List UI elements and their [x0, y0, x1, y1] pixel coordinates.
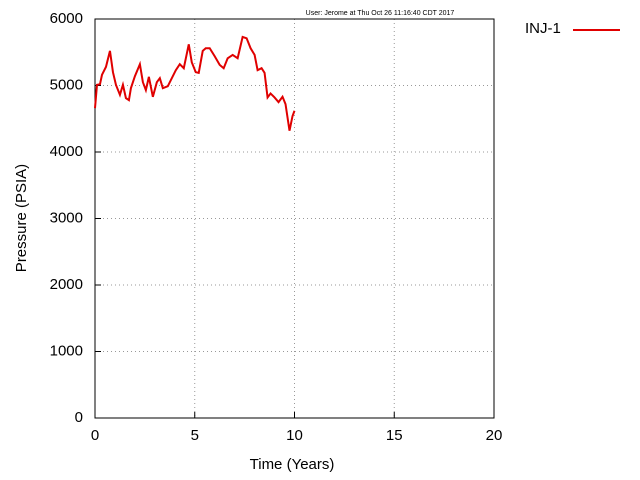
x-tick-label: 5: [191, 427, 199, 444]
y-tick-label: 0: [75, 409, 83, 426]
y-tick-label: 6000: [50, 10, 83, 27]
x-tick-label: 15: [386, 427, 403, 444]
y-tick-label: 3000: [50, 209, 83, 226]
x-tick-label: 10: [286, 427, 303, 444]
x-tick-label: 0: [91, 427, 99, 444]
data-line: [94, 35, 296, 131]
plot-border: [94, 18, 495, 419]
x-axis-label: Time (Years): [250, 456, 335, 473]
y-tick-label: 4000: [50, 143, 83, 160]
legend-label: INJ-1: [525, 20, 561, 37]
annotation: User: Jerome at Thu Oct 26 11:16:40 CDT …: [306, 10, 455, 17]
x-tick-label: 20: [486, 427, 503, 444]
y-axis-label: Pressure (PSIA): [13, 164, 30, 272]
y-tick-label: 2000: [50, 276, 83, 293]
y-tick-label: 1000: [50, 342, 83, 359]
y-tick-label: 5000: [50, 76, 83, 93]
